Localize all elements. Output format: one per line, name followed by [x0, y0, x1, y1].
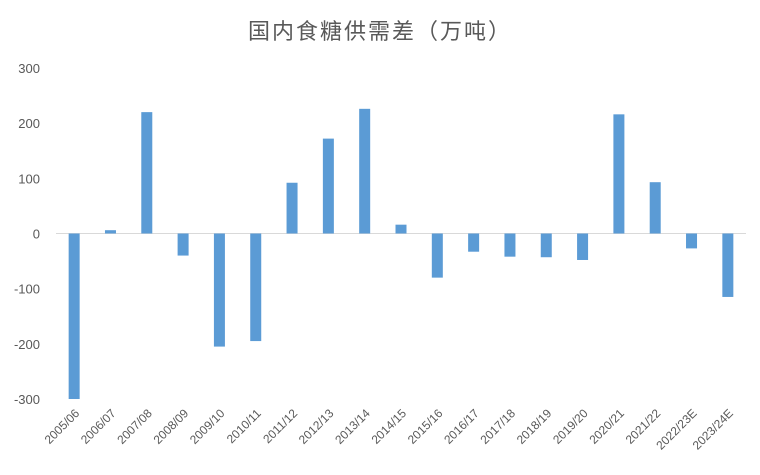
bar-2022-23E	[686, 233, 698, 249]
bar-2013-14	[359, 108, 371, 234]
bar-2023-24E	[722, 233, 734, 297]
y-tick-label: 300	[18, 61, 40, 76]
x-tick-label: 2006/07	[78, 406, 119, 447]
x-tick-label: 2014/15	[369, 406, 410, 447]
bar-2008-09	[177, 233, 189, 256]
x-tick-label: 2008/09	[151, 406, 192, 447]
x-tick-label: 2011/12	[260, 406, 300, 446]
y-tick-label: -100	[14, 282, 40, 297]
x-tick-label: 2018/19	[514, 406, 555, 447]
bar-2020-21	[613, 114, 625, 234]
chart-title: 国内食糖供需差（万吨）	[247, 20, 512, 45]
x-tick-label: 2017/18	[477, 406, 518, 447]
bar-2011-12	[286, 182, 298, 234]
bar-2018-19	[540, 233, 552, 258]
y-tick-label: 100	[18, 171, 40, 186]
x-tick-label: 2019/20	[550, 406, 591, 447]
x-tick-label: 2007/08	[114, 406, 155, 447]
bar-2016-17	[468, 233, 480, 252]
y-tick-label: 0	[33, 227, 40, 242]
bar-2012-13	[322, 138, 334, 234]
bar-2009-10	[213, 233, 225, 347]
x-tick-label: 2020/21	[586, 406, 627, 447]
x-tick-label: 2015/16	[405, 406, 446, 447]
y-tick-label: 200	[18, 116, 40, 131]
bar-2005-06	[68, 233, 80, 399]
bar-2021-22	[649, 182, 661, 234]
bars	[68, 108, 734, 399]
x-axis: 2005/062006/072007/082008/092009/102010/…	[42, 406, 736, 452]
x-tick-label: 2009/10	[187, 406, 228, 447]
x-tick-label: 2012/13	[296, 406, 337, 447]
x-tick-label: 2005/06	[42, 406, 83, 447]
bar-2010-11	[250, 233, 262, 342]
bar-2017-18	[504, 233, 516, 257]
y-axis: 300 200 100 0 -100 -200 -300	[14, 61, 40, 407]
bar-2006-07	[104, 230, 116, 234]
bar-2015-16	[431, 233, 443, 278]
bar-2014-15	[395, 224, 407, 234]
bar-2007-08	[141, 112, 153, 234]
bar-2019-20	[577, 233, 589, 260]
y-tick-label: -200	[14, 337, 40, 352]
x-tick-label: 2016/17	[441, 406, 482, 447]
x-tick-label: 2010/11	[224, 406, 264, 446]
y-tick-label: -300	[14, 392, 40, 407]
x-tick-label: 2013/14	[332, 406, 373, 447]
